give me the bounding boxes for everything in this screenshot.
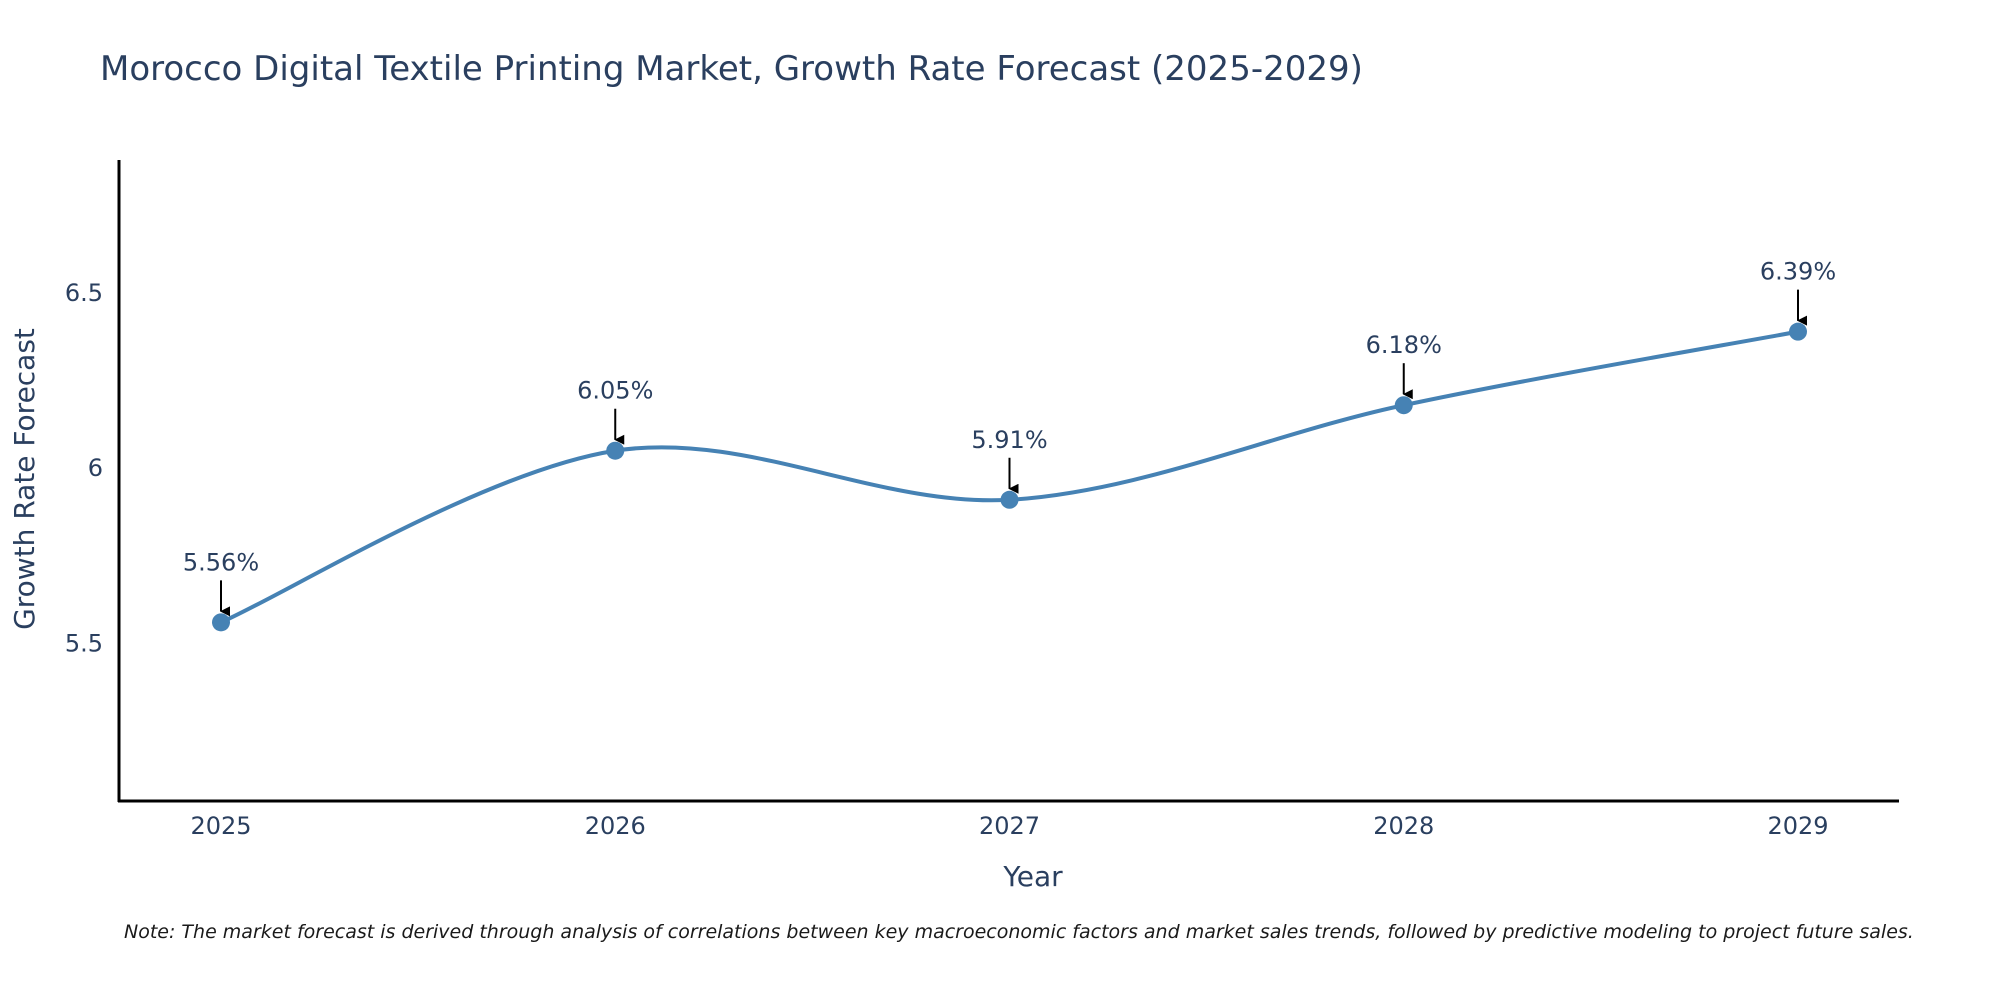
y-tick-label: 5.5 [65,629,103,657]
x-axis-title: Year [1002,860,1063,893]
data-label: 6.18% [1366,331,1442,359]
data-label: 5.91% [971,426,1047,454]
x-tick-label: 2026 [585,812,646,840]
x-tick-label: 2025 [190,812,251,840]
data-point [1789,322,1807,341]
y-axis-title: Growth Rate Forecast [8,328,41,630]
data-point [212,613,230,632]
data-label: 5.56% [183,548,259,576]
data-point [606,441,625,460]
y-tick-label: 6.5 [65,279,103,307]
x-tick-label: 2029 [1767,812,1828,840]
plot-area: 5.5 6 6.5 2025 2026 2027 2028 2029 5.56% 6.05% 5.9… [65,160,1899,840]
data-label: 6.05% [577,377,653,405]
data-point [1000,490,1019,509]
x-tick-label: 2028 [1373,812,1434,840]
x-tick-label: 2027 [979,812,1040,840]
chart-title: Morocco Digital Textile Printing Market,… [100,49,1363,89]
data-point [1394,396,1413,415]
data-label: 6.39% [1760,258,1836,286]
footnote: Note: The market forecast is derived thr… [124,921,1914,943]
y-tick-label: 6 [88,454,103,482]
